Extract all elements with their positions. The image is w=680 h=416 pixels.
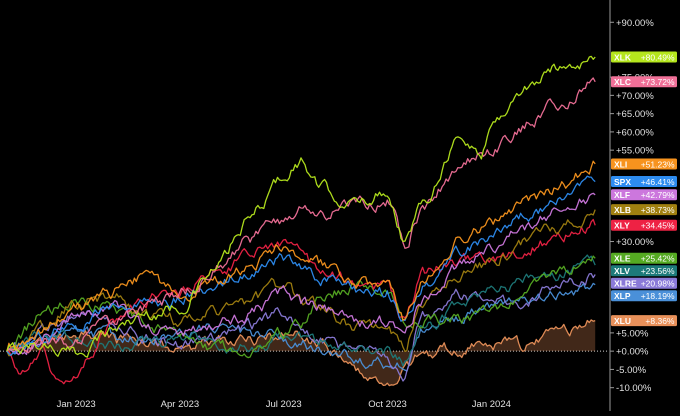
x-tick-label: Oct 2023 — [368, 399, 407, 410]
legend-series-value: +25.42% — [641, 254, 675, 264]
legend-series-name: XLV — [614, 266, 630, 276]
x-tick-label: Jan 2024 — [472, 399, 511, 410]
legend-badge-bg — [611, 219, 677, 231]
legend-badge-bg — [611, 265, 677, 277]
series-line-xly — [6, 218, 596, 385]
legend-badge-xlk: XLK +80.49% — [611, 51, 677, 63]
y-tick-label: +0.00% — [616, 347, 649, 358]
legend-series-name: XLU — [614, 316, 631, 326]
legend-series-value: +18.19% — [641, 291, 675, 301]
legend-badge-xly: XLY +34.45% — [611, 219, 677, 231]
legend-series-value: +42.79% — [641, 190, 675, 200]
series-line-xlre — [6, 272, 596, 382]
series-line-xlb — [6, 209, 596, 357]
legend-badge-bg — [611, 252, 677, 264]
legend-series-name: XLC — [614, 77, 631, 87]
legend-badge-bg — [611, 315, 677, 327]
legend-series-name: SPX — [614, 177, 631, 187]
legend-badge-bg — [611, 290, 677, 302]
legend-series-name: XLY — [614, 221, 630, 231]
y-tick-label: +5.00% — [616, 328, 649, 339]
x-tick-label: Jul 2023 — [266, 399, 302, 410]
legend-badge-xlc: XLC +73.72% — [611, 76, 677, 88]
legend-series-value: +51.23% — [641, 159, 675, 169]
legend-badge-spx: SPX +46.41% — [611, 176, 677, 188]
legend-series-value: +23.56% — [641, 266, 675, 276]
legend-series-value: +8.36% — [645, 316, 675, 326]
legend-badge-bg — [611, 76, 677, 88]
series-line-xlc — [6, 77, 596, 354]
x-tick-label: Jan 2023 — [57, 399, 96, 410]
legend-badge-bg — [611, 176, 677, 188]
legend-series-value: +80.49% — [641, 52, 675, 62]
legend-series-value: +20.98% — [641, 279, 675, 289]
y-tick-label: +65.00% — [616, 109, 654, 120]
legend-badge-bg — [611, 277, 677, 289]
series-line-xli — [6, 160, 596, 352]
y-tick-label: -5.00% — [616, 365, 647, 376]
y-tick-label: -10.00% — [616, 383, 652, 394]
legend-badge-xlp: XLP +18.19% — [611, 290, 677, 302]
series-line-xlk — [6, 55, 596, 358]
legend-series-name: XLRE — [614, 279, 637, 289]
series-line-xle — [6, 255, 596, 359]
legend-series-name: XLF — [614, 190, 630, 200]
legend-badge-xlre: XLRE +20.98% — [611, 277, 677, 289]
legend-badge-bg — [611, 189, 677, 201]
legend-badge-xlf: XLF +42.79% — [611, 189, 677, 201]
legend-badge-bg — [611, 158, 677, 170]
y-tick-label: +70.00% — [616, 91, 654, 102]
y-tick-label: +90.00% — [616, 18, 654, 29]
series-line-spx — [6, 175, 596, 357]
legend-series-name: XLK — [614, 52, 632, 62]
x-tick-label: Apr 2023 — [161, 399, 200, 410]
legend-series-name: XLI — [614, 159, 627, 169]
legend-series-name: XLE — [614, 254, 631, 264]
legend-badge-xlu: XLU +8.36% — [611, 315, 677, 327]
legend-series-value: +34.45% — [641, 221, 675, 231]
legend-badge-bg — [611, 204, 677, 216]
legend-badge-xle: XLE +25.42% — [611, 252, 677, 264]
legend-series-value: +46.41% — [641, 177, 675, 187]
legend-series-value: +73.72% — [641, 77, 675, 87]
series-line-xlp — [6, 282, 596, 372]
series-line-xlv — [6, 254, 596, 367]
legend-badge-xli: XLI +51.23% — [611, 158, 677, 170]
legend-series-name: XLB — [614, 205, 631, 215]
legend-series-value: +38.73% — [641, 205, 675, 215]
legend-badge-xlb: XLB +38.73% — [611, 204, 677, 216]
legend-series-name: XLP — [614, 291, 631, 301]
legend-badge-xlv: XLV +23.56% — [611, 265, 677, 277]
y-tick-label: +30.00% — [616, 237, 654, 248]
legend-badge-bg — [611, 51, 677, 63]
y-tick-label: +60.00% — [616, 127, 654, 138]
y-tick-label: +55.00% — [616, 146, 654, 157]
